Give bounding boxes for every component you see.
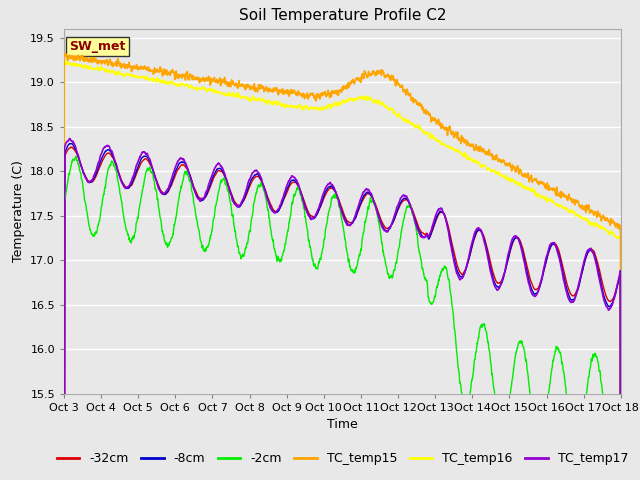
Legend: -32cm, -8cm, -2cm, TC_temp15, TC_temp16, TC_temp17: -32cm, -8cm, -2cm, TC_temp15, TC_temp16,… [52,447,633,470]
Y-axis label: Temperature (C): Temperature (C) [12,160,25,262]
Text: SW_met: SW_met [70,40,126,53]
X-axis label: Time: Time [327,418,358,431]
Title: Soil Temperature Profile C2: Soil Temperature Profile C2 [239,9,446,24]
